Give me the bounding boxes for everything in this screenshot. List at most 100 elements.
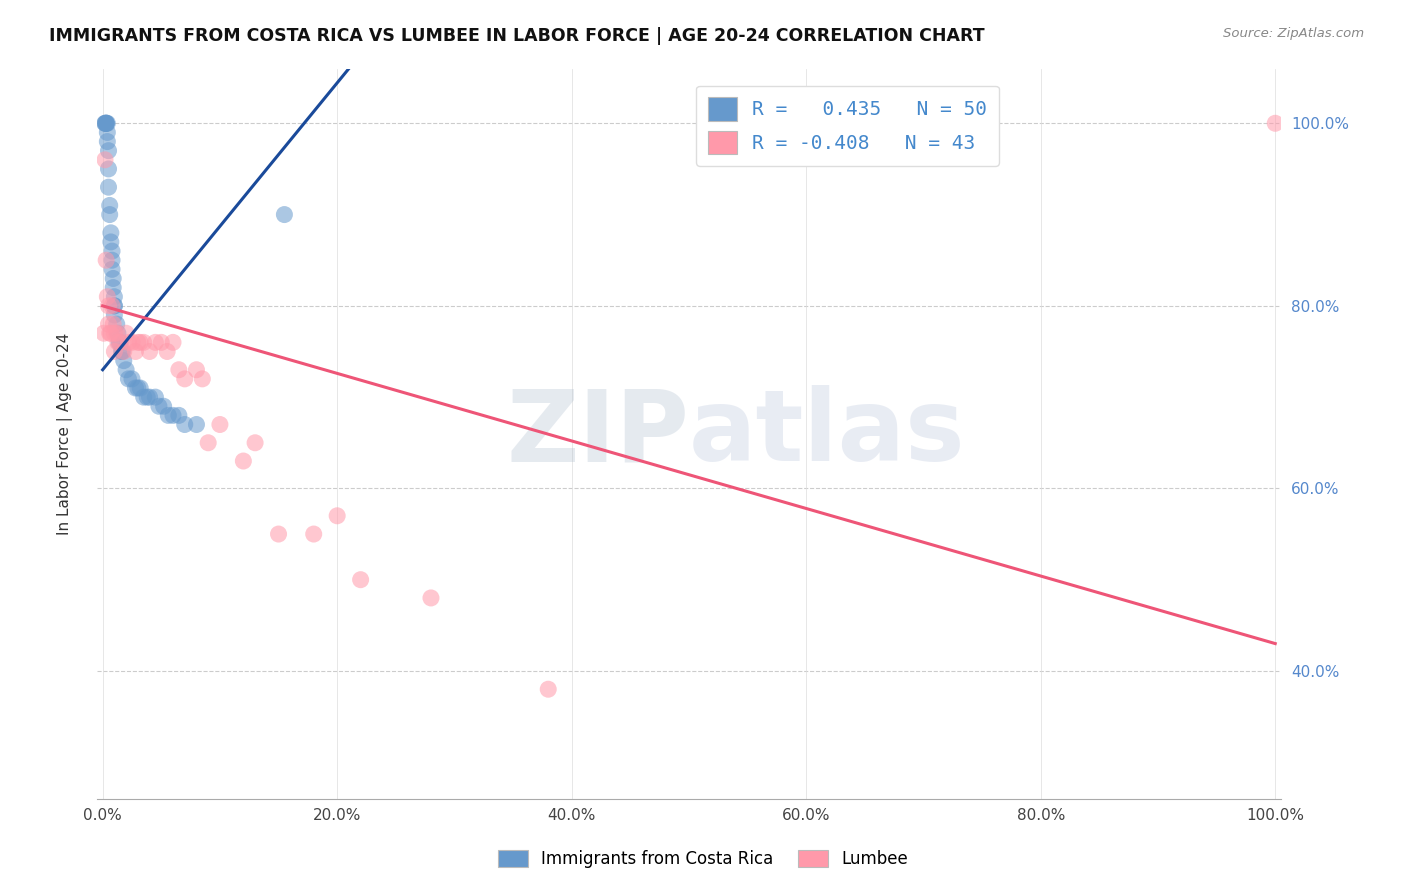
Point [101,299,124,313]
Point [96,116,118,130]
Point [101,244,124,258]
Point [162,335,184,350]
Point [97,299,120,313]
Point [173,417,195,432]
Legend: Immigrants from Costa Rica, Lumbee: Immigrants from Costa Rica, Lumbee [491,843,915,875]
Point [94,153,117,167]
Point [127,335,149,350]
Point [100,226,122,240]
Point [115,363,138,377]
Point [98,326,121,341]
Point [94,116,117,130]
Point [173,372,195,386]
Y-axis label: In Labor Force | Age 20-24: In Labor Force | Age 20-24 [58,333,73,535]
Text: ZIP: ZIP [506,385,689,483]
Point [101,262,124,277]
Point [132,335,155,350]
Point [117,372,139,386]
Point [121,372,143,386]
Point [124,344,146,359]
Point [110,344,132,359]
Point [167,409,190,423]
Point [108,335,131,350]
Point [101,253,124,268]
Text: atlas: atlas [689,385,966,483]
Point [273,208,295,222]
Point [420,591,443,605]
Point [105,317,128,331]
Point [111,344,134,359]
Point [103,299,125,313]
Point [186,417,208,432]
Point [208,417,231,432]
Point [97,144,120,158]
Point [94,116,117,130]
Point [157,409,180,423]
Point [129,381,152,395]
Point [145,390,167,404]
Point [96,290,118,304]
Point [110,335,132,350]
Point [103,326,125,341]
Point [145,335,167,350]
Point [197,435,219,450]
Point [105,326,128,341]
Point [103,317,125,331]
Point [162,409,184,423]
Point [156,344,179,359]
Point [132,390,155,404]
Point [537,682,560,697]
Point [103,280,125,294]
Point [97,317,120,331]
Point [103,271,125,285]
Point [232,454,254,468]
Text: IMMIGRANTS FROM COSTA RICA VS LUMBEE IN LABOR FORCE | AGE 20-24 CORRELATION CHAR: IMMIGRANTS FROM COSTA RICA VS LUMBEE IN … [49,27,984,45]
Point [136,390,159,404]
Point [115,326,138,341]
Point [138,344,160,359]
Point [138,390,160,404]
Point [129,335,152,350]
Point [191,372,214,386]
Point [112,344,135,359]
Point [100,235,122,249]
Point [152,399,174,413]
Point [103,299,125,313]
Point [96,125,118,139]
Point [100,326,122,341]
Point [107,326,129,341]
Point [167,363,190,377]
Point [103,290,125,304]
Text: Source: ZipAtlas.com: Source: ZipAtlas.com [1223,27,1364,40]
Point [98,208,121,222]
Point [110,335,132,350]
Point [103,344,125,359]
Point [97,180,120,194]
Point [127,381,149,395]
Point [97,161,120,176]
Point [150,335,173,350]
Point [148,399,170,413]
Point [243,435,266,450]
Legend: R =   0.435   N = 50, R = -0.408   N = 43: R = 0.435 N = 50, R = -0.408 N = 43 [696,86,1000,166]
Point [1264,116,1286,130]
Point [186,363,208,377]
Point [96,116,118,130]
Point [117,335,139,350]
Point [98,198,121,212]
Point [96,253,118,268]
Point [302,527,325,541]
Point [96,135,118,149]
Point [121,335,143,350]
Point [96,116,118,130]
Point [124,381,146,395]
Point [349,573,371,587]
Point [326,508,349,523]
Point [267,527,290,541]
Point [93,326,115,341]
Point [107,335,129,350]
Point [96,116,118,130]
Point [103,308,125,322]
Point [112,353,135,368]
Point [96,116,118,130]
